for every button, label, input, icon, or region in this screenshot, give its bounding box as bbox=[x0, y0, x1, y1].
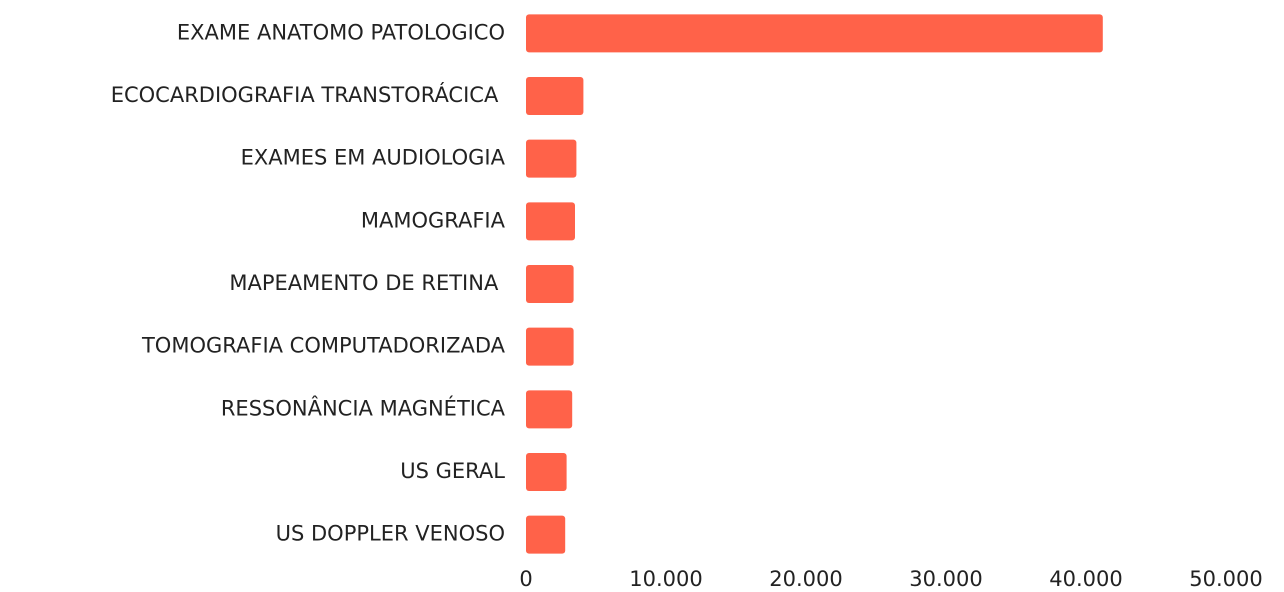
bar bbox=[526, 327, 574, 366]
x-tick-label: 40.000 bbox=[1049, 567, 1122, 591]
bar bbox=[526, 77, 584, 115]
x-tick-label: 50.000 bbox=[1189, 567, 1262, 591]
y-tick-label: ECOCARDIOGRAFIA TRANSTORÁCICA bbox=[111, 82, 505, 107]
x-tick-label: 30.000 bbox=[909, 567, 982, 591]
bar bbox=[526, 265, 574, 303]
x-tick-label: 20.000 bbox=[769, 567, 842, 591]
y-tick-label: EXAME ANATOMO PATOLOGICO bbox=[177, 20, 505, 44]
bar bbox=[526, 515, 566, 554]
y-tick-label: MAMOGRAFIA bbox=[361, 208, 506, 232]
y-tick-label: MAPEAMENTO DE RETINA bbox=[229, 271, 505, 295]
x-tick-label: 10.000 bbox=[629, 567, 702, 591]
y-tick-label: US GERAL bbox=[400, 459, 505, 483]
bar bbox=[526, 14, 1103, 53]
y-tick-label: US DOPPLER VENOSO bbox=[276, 522, 505, 546]
bar bbox=[526, 453, 567, 491]
bar bbox=[526, 202, 575, 241]
y-tick-label: EXAMES EM AUDIOLOGIA bbox=[241, 146, 506, 170]
bar bbox=[526, 390, 573, 429]
bar bbox=[526, 139, 577, 178]
y-tick-label: TOMOGRAFIA COMPUTADORIZADA bbox=[141, 334, 506, 358]
x-tick-label: 0 bbox=[519, 567, 532, 591]
y-tick-label: RESSONÂNCIA MAGNÉTICA bbox=[221, 395, 506, 420]
